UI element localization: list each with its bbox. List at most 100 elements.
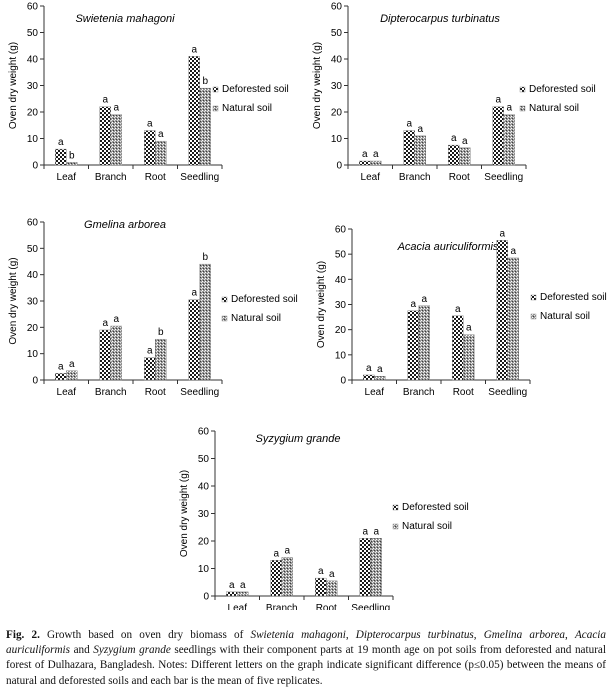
bar-natural xyxy=(370,538,382,597)
bar-deforested xyxy=(99,329,111,381)
bar-deforested xyxy=(363,374,375,381)
y-tick-label: 40 xyxy=(27,270,39,281)
legend-label: Deforested soil xyxy=(231,294,298,305)
legend-label: Deforested soil xyxy=(402,502,469,513)
y-tick-label: 0 xyxy=(203,592,209,603)
x-tick-label: Root xyxy=(316,603,337,610)
x-tick-label: Branch xyxy=(403,387,435,398)
bar-deforested xyxy=(188,299,200,381)
bar-natural xyxy=(199,263,211,381)
x-tick-label: Root xyxy=(145,172,166,183)
legend-swatch xyxy=(519,105,526,112)
x-tick-label: Seedling xyxy=(351,603,390,610)
significance-letter: a xyxy=(113,103,119,114)
significance-letter: a xyxy=(318,566,324,577)
bar-natural xyxy=(110,114,122,166)
significance-letter: a xyxy=(58,137,64,148)
y-tick-label: 10 xyxy=(27,349,39,360)
significance-letter: b xyxy=(202,252,208,263)
significance-letter: a xyxy=(362,526,368,537)
y-tick-label: 10 xyxy=(198,564,210,575)
bar-natural xyxy=(503,114,515,166)
chart-title: Acacia auriculiformis xyxy=(397,241,499,253)
legend-swatch xyxy=(212,105,219,112)
legend-swatch xyxy=(519,86,526,93)
x-tick-label: Branch xyxy=(95,387,127,398)
significance-letter: a xyxy=(158,129,164,140)
significance-letter: a xyxy=(58,361,64,372)
chart-panel: Acacia auriculiformis 0 10 20 30 40 50 60 Oven d… xyxy=(316,225,607,399)
x-tick-label: Branch xyxy=(266,603,298,610)
legend-swatch xyxy=(221,315,228,322)
chart-panel: Syzygium grande 0 10 20 30 40 50 60 Oven dry wei… xyxy=(179,427,469,611)
y-tick-label: 30 xyxy=(335,300,347,311)
y-tick-label: 40 xyxy=(27,55,39,66)
bar-deforested xyxy=(55,148,67,166)
bar-natural xyxy=(418,305,430,381)
bar-natural xyxy=(66,162,78,166)
x-tick-label: Seedling xyxy=(180,387,219,398)
y-tick-label: 20 xyxy=(335,325,347,336)
significance-letter: a xyxy=(147,346,153,357)
bar-deforested xyxy=(492,106,504,166)
significance-letter: a xyxy=(191,288,197,299)
bar-natural xyxy=(199,87,211,166)
y-tick-label: 30 xyxy=(331,81,343,92)
bar-natural xyxy=(281,557,293,597)
significance-letter: a xyxy=(102,95,108,106)
bar-natural xyxy=(326,580,338,597)
significance-letter: a xyxy=(373,149,379,160)
significance-letter: a xyxy=(417,124,423,135)
legend-label: Natural soil xyxy=(222,103,272,114)
significance-letter: b xyxy=(69,150,75,161)
significance-letter: a xyxy=(191,44,197,55)
x-tick-label: Seedling xyxy=(484,172,523,183)
bar-deforested xyxy=(188,56,200,166)
bar-natural xyxy=(66,370,78,381)
bar-natural xyxy=(507,257,519,381)
y-tick-label: 30 xyxy=(27,81,39,92)
significance-letter: a xyxy=(240,580,246,591)
x-tick-label: Branch xyxy=(95,172,127,183)
y-tick-label: 60 xyxy=(335,225,347,236)
bar-natural xyxy=(459,147,471,166)
significance-letter: a xyxy=(506,103,512,114)
legend-label: Deforested soil xyxy=(529,84,596,95)
bar-natural xyxy=(370,160,382,166)
caption-segment: , xyxy=(565,629,575,641)
y-tick-label: 60 xyxy=(27,218,39,229)
y-axis-label: Oven dry weight (g) xyxy=(312,42,323,129)
caption-segment: Dipterocarpus turbinatus xyxy=(355,629,474,641)
significance-letter: a xyxy=(455,304,461,315)
bar-deforested xyxy=(99,106,111,166)
x-tick-label: Seedling xyxy=(488,387,527,398)
y-tick-label: 60 xyxy=(198,427,210,438)
bar-natural xyxy=(110,325,122,381)
y-tick-label: 0 xyxy=(32,161,38,172)
y-tick-label: 30 xyxy=(198,509,210,520)
y-tick-label: 20 xyxy=(27,108,39,119)
legend-swatch xyxy=(530,294,537,301)
x-tick-label: Leaf xyxy=(57,387,77,398)
y-tick-label: 10 xyxy=(27,134,39,145)
significance-letter: b xyxy=(158,327,164,338)
legend-label: Deforested soil xyxy=(222,84,289,95)
y-tick-label: 0 xyxy=(340,376,346,387)
y-tick-label: 60 xyxy=(331,2,343,13)
y-axis-label: Oven dry weight (g) xyxy=(316,261,327,348)
y-tick-label: 40 xyxy=(331,55,343,66)
significance-letter: a xyxy=(421,294,427,305)
y-tick-label: 50 xyxy=(331,28,343,39)
caption-segment: , xyxy=(345,629,356,641)
bar-natural xyxy=(463,334,475,381)
bar-natural xyxy=(155,140,167,166)
y-tick-label: 0 xyxy=(32,376,38,387)
legend-swatch xyxy=(392,523,399,530)
chart-panel: Dipterocarpus turbinatus 0 10 20 30 40 50 60 Ove… xyxy=(312,2,596,184)
legend-label: Natural soil xyxy=(540,311,590,322)
significance-letter: a xyxy=(406,119,412,130)
x-tick-label: Root xyxy=(145,387,166,398)
significance-letter: a xyxy=(373,526,379,537)
bar-natural xyxy=(414,135,426,166)
y-tick-label: 10 xyxy=(331,134,343,145)
